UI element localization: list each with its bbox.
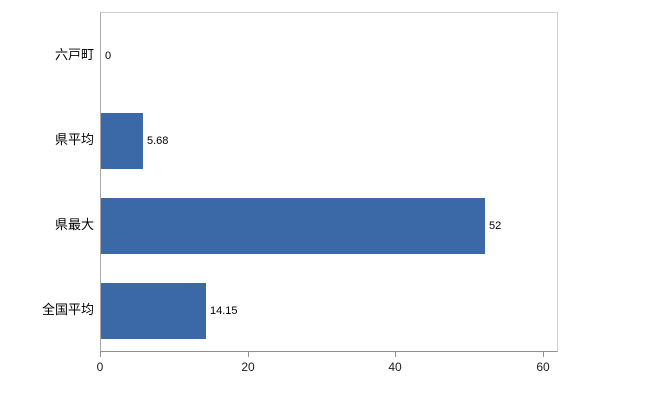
value-label-0: 0 <box>105 50 112 62</box>
bar-1 <box>101 113 143 169</box>
value-label-3: 14.15 <box>210 305 238 317</box>
value-label-2: 52 <box>489 220 502 232</box>
plot-area: 0 5.68 52 14.15 <box>100 12 558 352</box>
bar-2 <box>101 198 485 254</box>
x-tick-label-0: 0 <box>96 360 104 374</box>
x-tick-mark-1 <box>248 352 249 357</box>
x-tick-label-1: 20 <box>241 360 255 374</box>
category-label-0: 六戸町 <box>54 47 94 62</box>
category-label-2: 県最大 <box>54 217 94 232</box>
bar-3 <box>101 283 206 339</box>
x-tick-mark-2 <box>395 352 396 357</box>
x-tick-mark-0 <box>100 352 101 357</box>
value-label-1: 5.68 <box>147 135 169 147</box>
x-tick-mark-3 <box>543 352 544 357</box>
category-label-1: 県平均 <box>54 132 94 147</box>
x-tick-label-2: 40 <box>388 360 402 374</box>
category-label-3: 全国平均 <box>41 302 94 317</box>
x-tick-label-3: 60 <box>536 360 550 374</box>
